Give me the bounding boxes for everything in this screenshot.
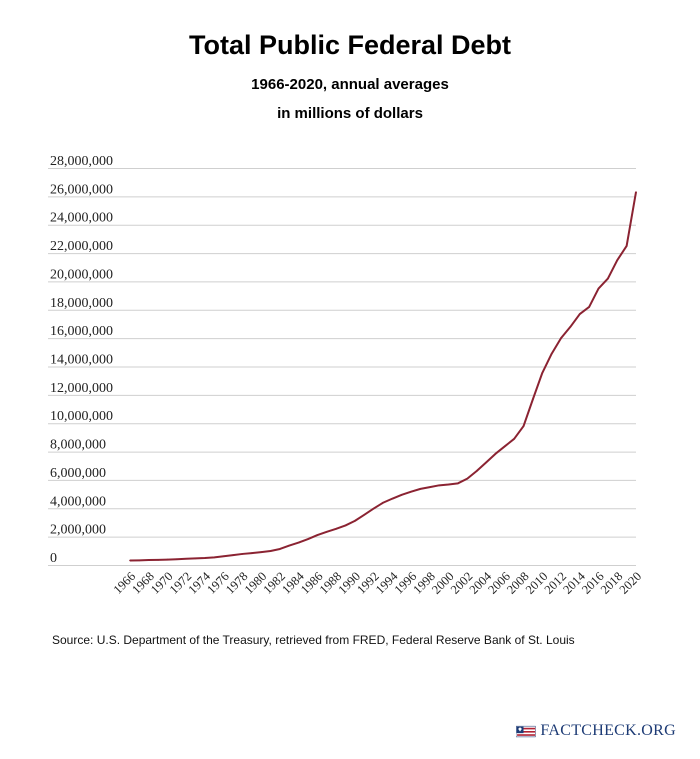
factcheck-logo[interactable]: FACTCHECK.ORG <box>516 714 676 748</box>
data-point <box>382 501 384 504</box>
data-point <box>213 556 216 559</box>
y-tick-label: 16,000,000 <box>50 324 113 339</box>
y-tick-label: 26,000,000 <box>50 182 113 197</box>
y-tick-label: 24,000,000 <box>50 211 113 226</box>
data-point <box>372 507 375 510</box>
data-point <box>260 551 262 553</box>
data-point <box>513 438 515 440</box>
data-points <box>129 191 637 562</box>
data-point <box>410 490 412 493</box>
data-point <box>429 486 431 488</box>
chart-subtitle-line2: in millions of dollars <box>277 105 423 122</box>
data-point <box>447 483 450 486</box>
data-point <box>607 277 609 280</box>
data-point <box>438 484 441 487</box>
data-point <box>307 538 309 540</box>
data-point <box>279 548 281 550</box>
y-tick-label: 28,000,000 <box>50 154 113 169</box>
data-point <box>541 372 544 374</box>
data-point <box>475 470 478 472</box>
data-point <box>204 557 206 559</box>
data-point <box>485 461 487 464</box>
data-point <box>232 554 234 556</box>
data-point <box>288 544 291 547</box>
data-point <box>522 425 525 427</box>
data-point <box>138 559 141 562</box>
data-point <box>297 541 300 544</box>
data-point <box>166 558 169 561</box>
y-tick-label: 4,000,000 <box>50 494 106 509</box>
data-point <box>157 559 159 561</box>
data-point <box>597 287 600 290</box>
y-tick-label: 2,000,000 <box>50 523 106 538</box>
data-point <box>578 313 581 315</box>
x-tick-label: 2020 <box>617 569 645 597</box>
y-tick-label: 18,000,000 <box>50 296 113 311</box>
y-tick-label: 6,000,000 <box>50 466 106 481</box>
data-point <box>344 524 347 527</box>
data-point <box>194 557 197 560</box>
y-axis-ticks: 0 2,000,000 4,000,000 6,000,000 8,000,000 10,… <box>50 154 113 566</box>
data-point <box>251 552 253 554</box>
gridlines <box>48 168 636 566</box>
data-point <box>616 259 619 261</box>
logo-text: FACTCHECK.ORG <box>540 722 676 739</box>
data-point <box>494 453 497 455</box>
data-point <box>419 488 422 490</box>
chart-title: Total Public Federal Debt <box>188 30 512 60</box>
debt-line-chart: 0 2,000,000 4,000,000 6,000,000 8,000,000 10,… <box>48 154 645 597</box>
y-tick-label: 0 <box>50 551 57 566</box>
data-point <box>457 482 459 485</box>
data-point <box>569 326 572 328</box>
data-point <box>391 497 394 500</box>
source-note: Source: U.S. Department of the Treasury,… <box>52 633 575 647</box>
data-point <box>504 445 506 448</box>
data-point <box>129 559 131 562</box>
data-point <box>316 534 319 536</box>
x-axis-ticks: 1966196819701972197419761978198019821984… <box>111 569 645 597</box>
y-tick-label: 14,000,000 <box>50 353 113 368</box>
data-point <box>560 337 562 339</box>
data-point <box>176 558 178 560</box>
y-tick-label: 10,000,000 <box>50 409 113 424</box>
data-point <box>147 559 150 561</box>
data-point <box>241 553 244 555</box>
data-point <box>222 555 225 558</box>
data-point <box>635 191 637 193</box>
data-point <box>185 557 188 560</box>
y-tick-label: 12,000,000 <box>50 381 113 396</box>
data-point <box>354 520 356 522</box>
data-point <box>335 528 337 530</box>
data-point <box>400 494 403 496</box>
data-point <box>550 352 553 355</box>
debt-series-line <box>129 191 637 562</box>
data-point <box>532 398 534 400</box>
y-tick-label: 8,000,000 <box>50 438 106 453</box>
data-point <box>466 477 469 480</box>
data-point <box>588 306 590 308</box>
data-point <box>325 531 328 533</box>
data-point <box>363 514 366 516</box>
y-tick-label: 20,000,000 <box>50 267 113 282</box>
chart-subtitle-line1: 1966-2020, annual averages <box>251 76 449 93</box>
data-point <box>625 245 628 247</box>
y-tick-label: 22,000,000 <box>50 239 113 254</box>
flag-icon <box>516 725 536 738</box>
data-point <box>269 550 272 552</box>
